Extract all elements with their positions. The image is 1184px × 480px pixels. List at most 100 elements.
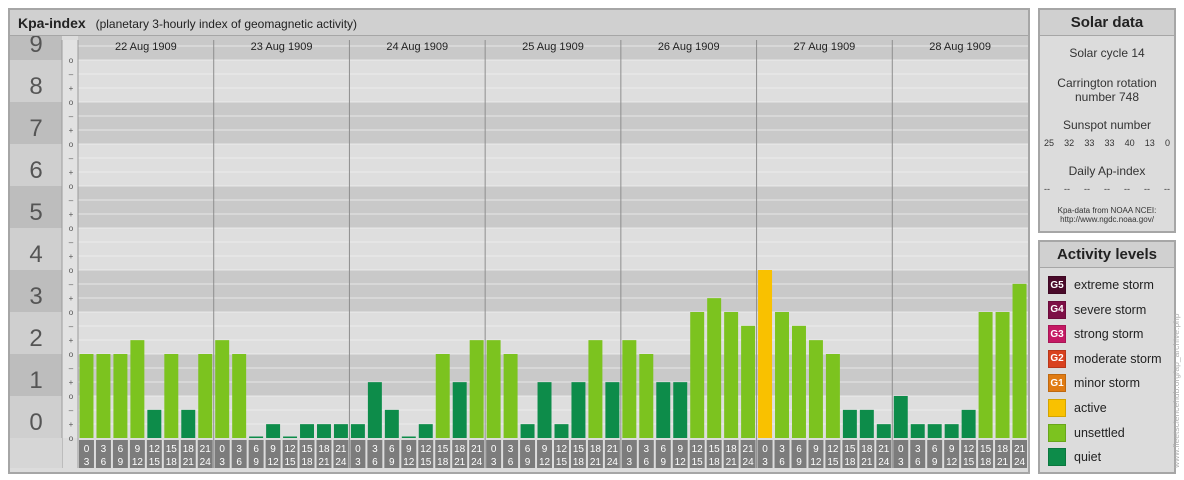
interval-start-label: 6: [389, 444, 395, 455]
interval-cell: [452, 440, 468, 468]
interval-end-label: 15: [556, 457, 568, 468]
interval-cell: [180, 440, 196, 468]
interval-start-label: 15: [573, 444, 585, 455]
interval-cell: [859, 440, 875, 468]
kp-level-cell-5: [10, 186, 62, 228]
day-label: 23 Aug 1909: [251, 41, 313, 53]
interval-end-label: 3: [491, 457, 497, 468]
interval-cell: [520, 440, 536, 468]
interval-start-label: 6: [932, 444, 938, 455]
kp-sublevel-mark: –: [69, 112, 74, 121]
ap-value: --: [1124, 184, 1130, 194]
interval-start-label: 0: [898, 444, 904, 455]
kp-sublevel-mark: –: [69, 238, 74, 247]
kp-bar: [741, 325, 756, 438]
kp-sublevel-mark: +: [69, 420, 74, 429]
interval-start-label: 12: [284, 444, 296, 455]
kp-bar: [978, 312, 993, 438]
kp-sublevel-mark: +: [69, 126, 74, 135]
kp-bar: [469, 340, 484, 438]
interval-end-label: 9: [253, 457, 259, 468]
kp-bar: [384, 409, 399, 438]
kp-level-cell-0: [10, 396, 62, 438]
interval-start-label: 3: [372, 444, 378, 455]
interval-start-label: 18: [590, 444, 602, 455]
interval-end-label: 6: [644, 457, 650, 468]
kp-bar: [401, 436, 416, 438]
kp-bar: [825, 354, 840, 438]
interval-cell: [604, 440, 620, 468]
interval-start-label: 21: [335, 444, 347, 455]
interval-start-label: 6: [660, 444, 666, 455]
interval-start-label: 15: [301, 444, 313, 455]
legend-swatch: G5: [1048, 276, 1066, 294]
interval-start-label: 0: [762, 444, 768, 455]
legend-item: G1 minor storm: [1048, 374, 1140, 393]
interval-end-label: 21: [318, 457, 330, 468]
interval-cell: [808, 440, 824, 468]
sunspot-title: Sunspot number: [1062, 118, 1152, 132]
interval-end-label: 24: [471, 457, 483, 468]
kp-sublevel-mark: o: [69, 350, 74, 359]
interval-start-label: 21: [1014, 444, 1026, 455]
interval-start-label: 21: [607, 444, 619, 455]
interval-end-label: 9: [525, 457, 531, 468]
kp-sublevel-mark: –: [69, 154, 74, 163]
interval-cell: [163, 440, 179, 468]
interval-end-label: 15: [420, 457, 432, 468]
kp-sublevel-mark: +: [69, 294, 74, 303]
interval-end-label: 24: [335, 457, 347, 468]
sunspot-value: 13: [1144, 138, 1155, 148]
interval-start-label: 18: [997, 444, 1009, 455]
interval-start-label: 15: [166, 444, 178, 455]
interval-start-label: 18: [183, 444, 195, 455]
interval-cell: [112, 440, 128, 468]
interval-start-label: 3: [508, 444, 514, 455]
interval-start-label: 21: [878, 444, 890, 455]
legend-item: G5 extreme storm: [1048, 276, 1154, 294]
kp-sublevel-mark: o: [69, 98, 74, 107]
source-line2: http://www.ngdc.noaa.gov/: [1060, 215, 1154, 224]
kp-bar: [893, 396, 908, 438]
interval-start-label: 6: [118, 444, 124, 455]
interval-end-label: 12: [946, 457, 958, 468]
kp-bar: [690, 312, 705, 438]
kp-bar: [164, 354, 179, 438]
kp-level-cell-bottom: [10, 438, 62, 468]
kp-bar: [452, 382, 467, 438]
interval-start-label: 21: [471, 444, 483, 455]
interval-end-label: 6: [101, 457, 107, 468]
interval-cell: [621, 440, 637, 468]
legend-swatch: [1048, 423, 1066, 442]
kp-bar: [554, 424, 569, 438]
legend-swatch: G3: [1048, 325, 1066, 344]
levels-panel-header: Activity levels: [1040, 242, 1174, 268]
day-label: 24 Aug 1909: [386, 41, 448, 53]
interval-end-label: 3: [898, 457, 904, 468]
legend-swatch: [1048, 448, 1066, 467]
kp-bar: [995, 312, 1010, 438]
kp-bar: [266, 424, 281, 438]
interval-start-label: 0: [84, 444, 90, 455]
kp-level-cell-2: [10, 312, 62, 354]
day-label: 27 Aug 1909: [794, 41, 856, 53]
kp-bar: [758, 270, 773, 438]
interval-end-label: 9: [389, 457, 395, 468]
interval-end-label: 21: [726, 457, 738, 468]
interval-cell: [740, 440, 756, 468]
interval-start-label: 9: [135, 444, 141, 455]
interval-cell: [282, 440, 298, 468]
kp-bar: [537, 382, 552, 438]
interval-start-label: 3: [779, 444, 785, 455]
interval-start-label: 18: [861, 444, 873, 455]
kp-title: Kpa-index (planetary 3-hourly index of g…: [18, 10, 357, 37]
kp-band-7: [78, 102, 1028, 144]
interval-end-label: 12: [539, 457, 551, 468]
interval-start-label: 18: [318, 444, 330, 455]
kp-level-cell-7: [10, 102, 62, 144]
sunspot-value: 40: [1124, 138, 1135, 148]
kp-sublevel-mark: +: [69, 168, 74, 177]
kp-panel-header: Kpa-index (planetary 3-hourly index of g…: [10, 10, 1028, 36]
interval-end-label: 9: [796, 457, 802, 468]
legend-item: G2 moderate storm: [1048, 349, 1162, 368]
